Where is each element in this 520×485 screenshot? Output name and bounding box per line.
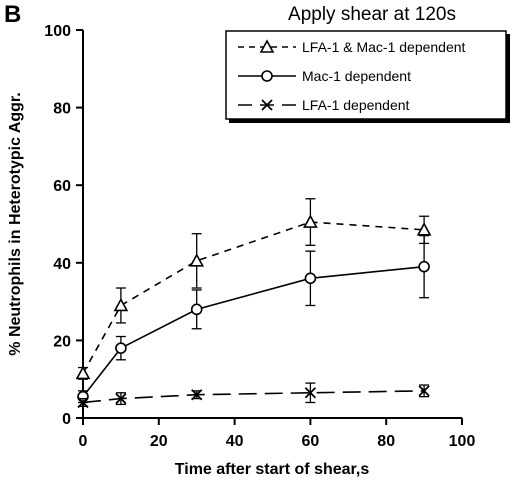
- y-tick-label: 0: [62, 411, 71, 428]
- series-line: [82, 265, 425, 398]
- data-point: [416, 222, 432, 236]
- data-point: [418, 260, 430, 273]
- legend-label: LFA-1 & Mac-1 dependent: [302, 39, 466, 55]
- data-point: [304, 387, 317, 399]
- legend-marker: [261, 99, 273, 111]
- legend-shadow-bottom: [229, 119, 510, 123]
- data-point: [77, 396, 89, 409]
- data-point: [190, 303, 203, 316]
- data-point: [75, 365, 91, 380]
- lfa1-mac1-series: [75, 198, 432, 380]
- data-point: [189, 253, 205, 267]
- legend-shadow-right: [506, 34, 510, 122]
- y-tick-label: 100: [44, 23, 71, 40]
- x-axis: 0 20 40 60 80 100: [79, 417, 476, 450]
- y-tick-label: 20: [53, 333, 71, 350]
- series-line: [82, 390, 425, 404]
- legend-label: Mac-1 dependent: [302, 68, 411, 84]
- y-axis-title: % Neutrophils in Heterotypic Aggr.: [7, 92, 24, 355]
- legend-item: LFA-1 & Mac-1 dependent: [238, 39, 466, 55]
- y-tick-label: 60: [53, 178, 71, 195]
- y-tick-label: 80: [53, 101, 71, 118]
- chart-title: Apply shear at 120s: [288, 4, 456, 25]
- x-tick-label: 100: [449, 433, 476, 450]
- data-point: [304, 272, 317, 285]
- lfa1-series: [77, 382, 430, 409]
- data-point: [113, 297, 129, 312]
- x-tick-label: 80: [377, 433, 395, 450]
- legend-item: Mac-1 dependent: [238, 68, 411, 84]
- series-line: [82, 221, 425, 374]
- data-point: [418, 385, 430, 397]
- plot-area: [75, 198, 432, 409]
- y-axis: 0 20 40 60 80 100: [44, 23, 84, 428]
- data-point: [191, 389, 203, 401]
- x-tick-label: 0: [79, 433, 88, 450]
- x-tick-label: 60: [302, 433, 320, 450]
- legend-marker: [259, 39, 275, 53]
- x-tick-label: 20: [150, 433, 168, 450]
- legend-label: LFA-1 dependent: [302, 97, 410, 113]
- legend-item: LFA-1 dependent: [238, 97, 410, 113]
- data-point: [115, 342, 127, 354]
- data-point: [303, 214, 318, 228]
- legend: LFA-1 & Mac-1 dependent Mac-1 dependent LF…: [225, 30, 510, 123]
- legend-marker: [261, 70, 273, 82]
- panel-letter: B: [4, 1, 21, 28]
- mac1-series: [77, 234, 430, 404]
- x-axis-title: Time after start of shear,s: [175, 461, 370, 478]
- y-tick-label: 40: [53, 256, 71, 273]
- data-point: [115, 392, 127, 405]
- x-tick-label: 40: [226, 433, 244, 450]
